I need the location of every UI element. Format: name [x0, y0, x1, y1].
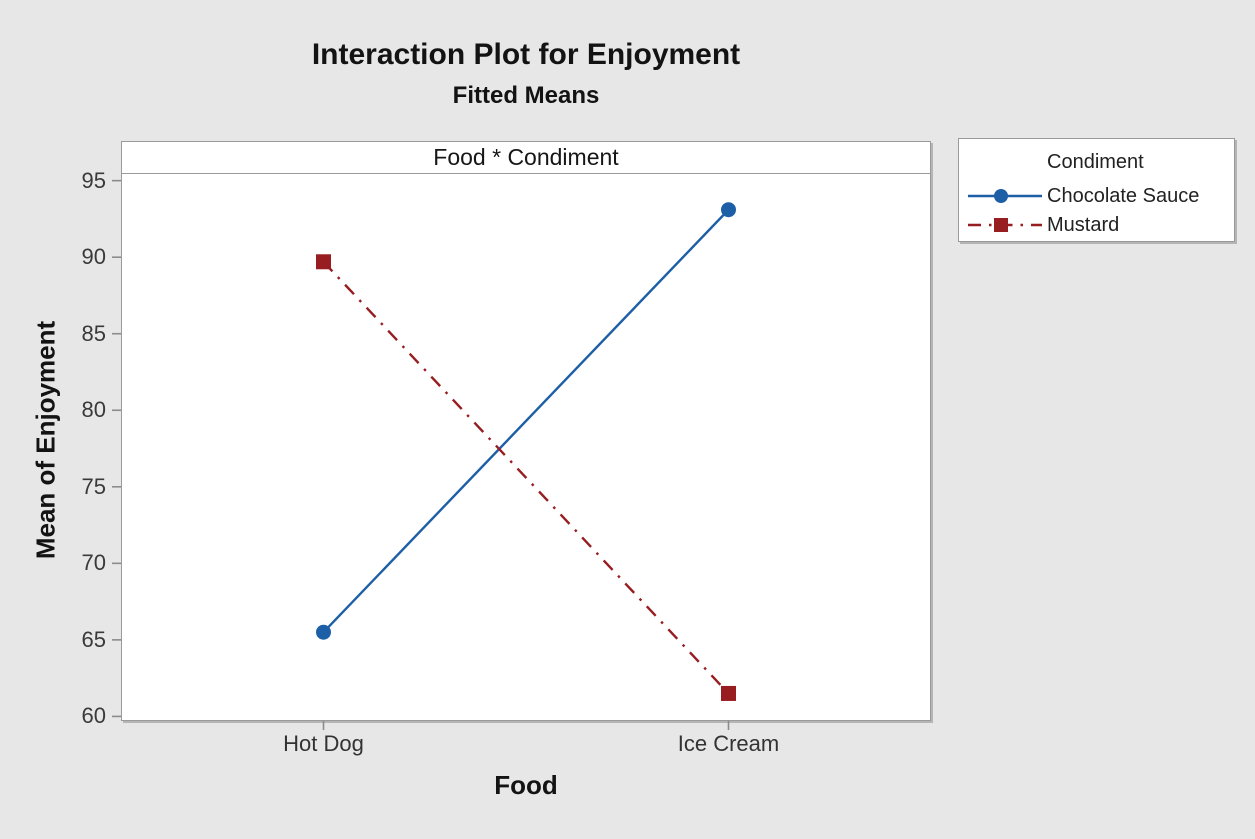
y-tick-label: 80: [81, 397, 106, 423]
legend-label-mustard: Mustard: [1047, 213, 1120, 236]
y-tick-label: 75: [81, 473, 106, 499]
plot-frame: Food * Condiment: [121, 141, 931, 721]
mustard-line-marker-icon: [968, 218, 1042, 232]
y-tick-label: 70: [81, 550, 106, 576]
y-tick-label: 65: [81, 626, 106, 652]
panel-title: Food * Condiment: [433, 144, 619, 170]
legend-entry-chocolate-sauce: Chocolate Sauce: [965, 181, 1199, 211]
y-tick-label: 90: [81, 244, 106, 270]
x-axis-label: Food: [494, 770, 558, 800]
x-tick-label: Ice Cream: [677, 731, 780, 756]
chart-subtitle: Fitted Means: [452, 82, 600, 109]
y-axis-label: Mean of Enjoyment: [30, 320, 61, 560]
y-tick-label: 85: [81, 320, 106, 346]
legend: Condiment Chocolate Sauce Mustard: [958, 138, 1235, 242]
legend-title: Condiment: [1047, 151, 1144, 173]
chocolate-sauce-line-marker-icon: [968, 189, 1042, 203]
chart-title: Interaction Plot for Enjoyment: [311, 38, 741, 71]
y-tick-label: 95: [81, 167, 106, 193]
legend-label-chocolate-sauce: Chocolate Sauce: [1047, 184, 1200, 207]
y-tick-label: 60: [81, 703, 106, 729]
x-tick-label: Hot Dog: [283, 731, 364, 756]
legend-entry-mustard: Mustard: [965, 210, 1119, 240]
panel-header: Food * Condiment: [122, 142, 930, 174]
